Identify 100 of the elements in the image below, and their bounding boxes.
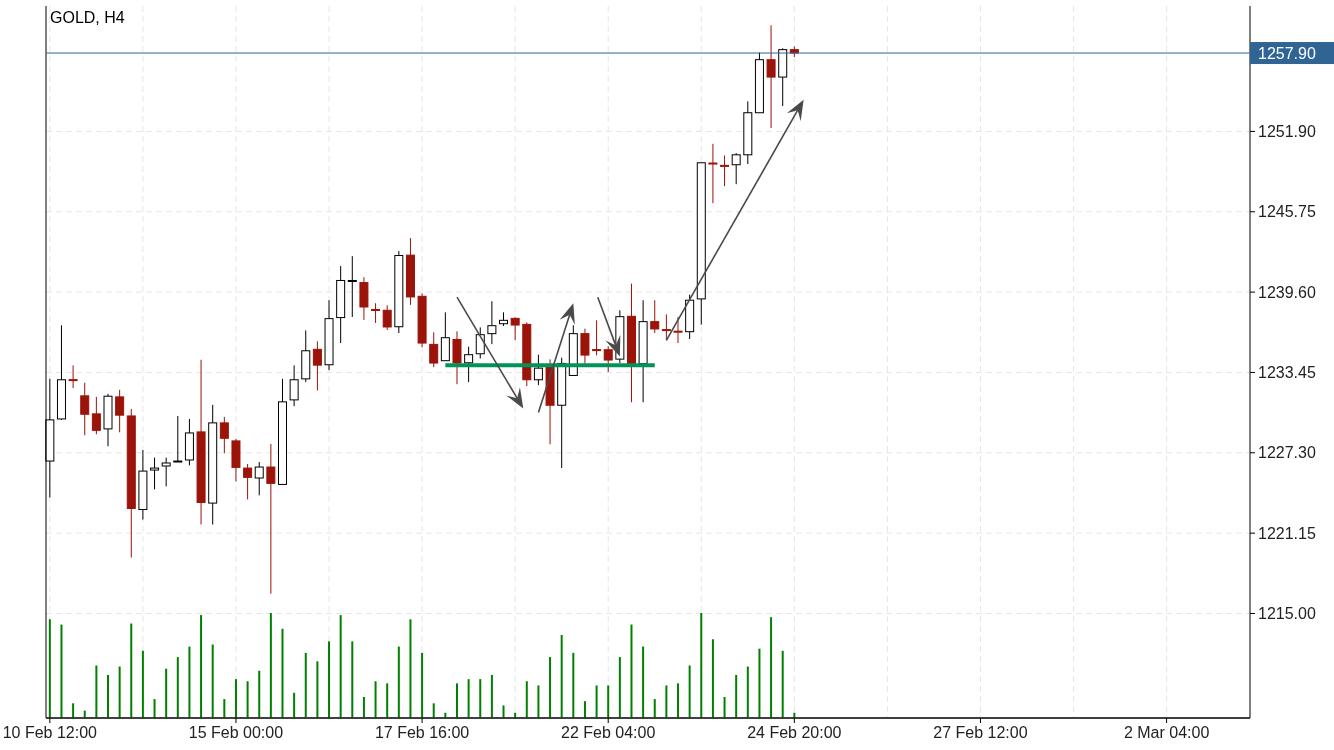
x-tick-label: 27 Feb 12:00 xyxy=(933,724,1028,741)
y-tick-label: 1215.00 xyxy=(1258,604,1316,622)
y-tick-label: 1221.15 xyxy=(1258,524,1316,542)
x-tick-label: 17 Feb 16:00 xyxy=(374,724,470,741)
bar xyxy=(467,679,470,718)
candlestick xyxy=(161,457,171,487)
bar xyxy=(72,703,75,718)
bar xyxy=(223,699,226,718)
bar xyxy=(374,681,377,718)
bar xyxy=(746,666,749,718)
bar xyxy=(234,679,237,718)
candlestick xyxy=(254,461,264,496)
bar xyxy=(176,657,179,718)
bar xyxy=(502,705,505,718)
bar xyxy=(421,652,424,718)
candlestick xyxy=(661,313,671,341)
bar xyxy=(537,685,540,718)
candlestick xyxy=(533,354,543,386)
y-tick-label: 1233.45 xyxy=(1258,363,1316,381)
bar xyxy=(107,674,109,718)
bar xyxy=(269,613,272,718)
bar xyxy=(572,652,575,718)
candlestick xyxy=(452,330,462,385)
candlestick xyxy=(720,154,730,187)
bar xyxy=(560,635,563,718)
candlestick xyxy=(766,24,776,129)
bar xyxy=(409,619,412,718)
candlestick xyxy=(312,340,322,391)
chart-title: GOLD, H4 xyxy=(50,9,125,26)
bar xyxy=(607,685,610,718)
candlestick xyxy=(289,364,299,407)
bar xyxy=(723,697,726,718)
bar xyxy=(188,646,191,718)
candlestick xyxy=(731,152,741,185)
candlestick xyxy=(68,364,78,389)
bar xyxy=(351,641,354,718)
bar xyxy=(595,685,598,718)
bar xyxy=(490,674,493,718)
bar xyxy=(711,639,714,718)
bar xyxy=(362,697,365,718)
candlestick xyxy=(708,143,718,204)
bar xyxy=(60,624,63,718)
candlestick xyxy=(173,415,183,463)
x-tick-label: 15 Feb 00:00 xyxy=(188,724,284,741)
x-tick-label: 10 Feb 12:00 xyxy=(2,724,98,741)
bar xyxy=(677,683,680,718)
candlestick xyxy=(487,300,497,345)
candlestick xyxy=(440,311,450,362)
bar xyxy=(688,665,691,718)
bar xyxy=(281,628,284,718)
ref-line-label: 1257.90 xyxy=(1258,44,1316,62)
bar xyxy=(583,701,586,718)
y-tick-label: 1251.90 xyxy=(1258,122,1316,140)
bar xyxy=(781,650,784,718)
bar xyxy=(525,681,528,718)
bar xyxy=(304,652,307,718)
candlestick xyxy=(510,316,520,341)
bar xyxy=(130,623,133,718)
bar xyxy=(258,670,261,718)
bar xyxy=(165,668,168,718)
candlestick xyxy=(580,328,590,365)
candlestick xyxy=(115,389,125,433)
candlestick xyxy=(429,331,439,368)
candlestick xyxy=(80,382,90,436)
bar xyxy=(328,641,331,718)
x-tick-label: 22 Feb 04:00 xyxy=(561,724,656,741)
bar xyxy=(200,615,203,718)
bar xyxy=(642,646,645,718)
candlestick xyxy=(464,346,474,383)
y-tick-label: 1227.30 xyxy=(1258,444,1316,462)
candlestick xyxy=(347,255,357,318)
bar xyxy=(246,681,249,718)
bar xyxy=(211,644,214,718)
bar xyxy=(397,646,400,718)
candlestick xyxy=(382,304,392,331)
bar xyxy=(118,666,121,718)
bar xyxy=(293,692,296,718)
x-tick-label: 24 Feb 20:00 xyxy=(747,724,842,741)
candlestick xyxy=(150,457,160,490)
candlestick xyxy=(592,319,602,356)
candlestick xyxy=(673,316,683,344)
candlestick xyxy=(243,463,253,500)
bar xyxy=(339,615,342,718)
y-tick-label: 1245.75 xyxy=(1258,203,1316,221)
candlestick xyxy=(650,299,660,334)
bar xyxy=(735,674,738,718)
bar xyxy=(653,699,656,718)
candlestick xyxy=(91,396,101,435)
y-tick-label: 1239.60 xyxy=(1258,283,1316,301)
bar xyxy=(316,661,319,718)
bar xyxy=(153,699,156,718)
bar xyxy=(386,683,389,718)
candlestick xyxy=(371,302,381,324)
candlestick xyxy=(266,443,276,595)
candlestick xyxy=(603,345,613,373)
bar xyxy=(665,685,668,718)
bar xyxy=(700,613,703,718)
bar xyxy=(141,650,144,718)
bar xyxy=(479,679,482,718)
bar xyxy=(758,648,761,718)
